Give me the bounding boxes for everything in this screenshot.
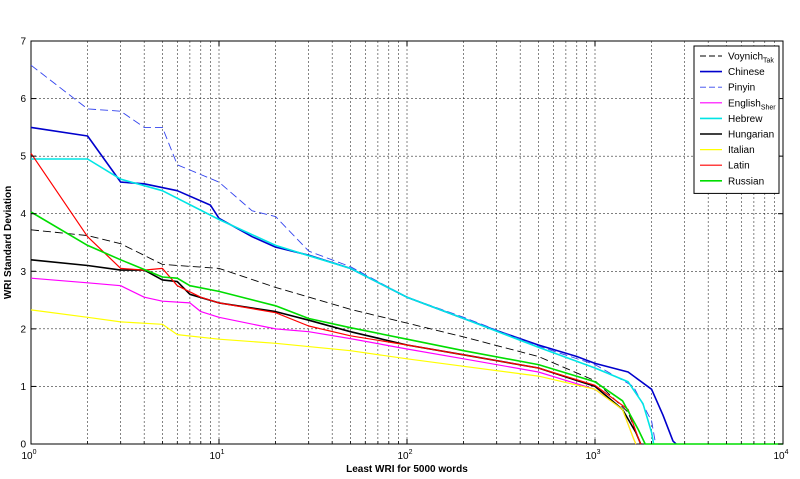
series-line-chinese — [30, 126, 677, 445]
x-tick-label: 101 — [209, 449, 224, 462]
legend-label-latin: Latin — [728, 161, 750, 172]
grid — [31, 41, 783, 444]
series-line-pinyin — [30, 64, 657, 445]
series-line-latin — [30, 152, 642, 445]
legend-label-voynich: VoynichTak — [728, 52, 774, 65]
y-tick-label: 7 — [20, 37, 26, 48]
series-line-voynich — [30, 229, 642, 445]
legend-label-hungarian: Hungarian — [728, 130, 774, 141]
x-tick-label: 104 — [773, 449, 788, 462]
axes: 0 1 2 3 4 5 6 7 100 101 102 103 104 — [20, 37, 788, 463]
legend: VoynichTak Chinese Pinyin EnglishSher Hebrew… — [693, 45, 780, 194]
y-tick-label: 3 — [20, 267, 26, 278]
y-tick-label: 5 — [20, 152, 26, 163]
y-tick-label: 6 — [20, 94, 26, 105]
series-line-italian — [30, 309, 637, 445]
legend-label-english: EnglishSher — [728, 98, 776, 111]
series-line-english — [30, 277, 637, 445]
y-tick-label: 0 — [20, 440, 26, 451]
x-axis-label: Least WRI for 5000 words — [346, 464, 468, 475]
y-tick-label: 2 — [20, 324, 26, 335]
series-line-russian — [30, 211, 783, 445]
x-tick-label: 102 — [397, 449, 412, 462]
y-tick-label: 1 — [20, 382, 26, 393]
x-tick-label: 103 — [585, 449, 600, 462]
series-group — [30, 64, 783, 445]
legend-label-hebrew: Hebrew — [728, 114, 763, 125]
x-tick-label: 100 — [21, 449, 36, 462]
series-line-hebrew — [31, 158, 655, 445]
legend-label-pinyin: Pinyin — [728, 83, 755, 94]
legend-label-russian: Russian — [728, 176, 764, 187]
legend-box — [693, 45, 780, 194]
legend-label-chinese: Chinese — [728, 67, 765, 78]
y-tick-label: 4 — [20, 209, 26, 220]
legend-label-italian: Italian — [728, 145, 755, 156]
y-axis-label: WRI Standard Deviation — [3, 186, 14, 299]
